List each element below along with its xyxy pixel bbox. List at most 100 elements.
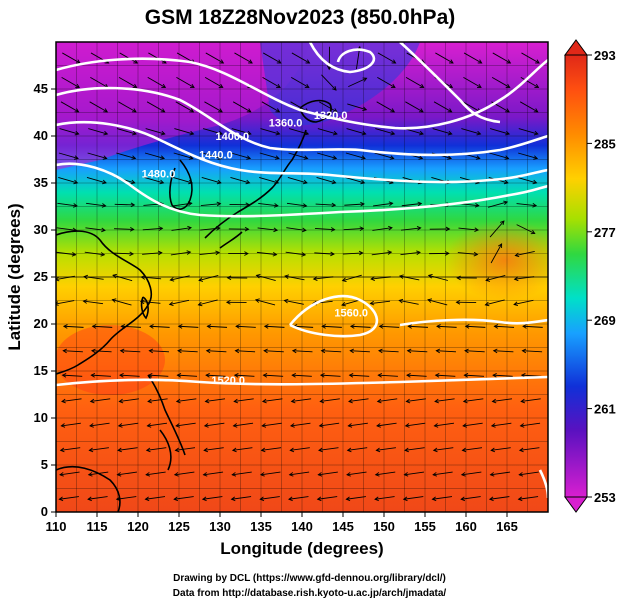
wind-arrowhead [88,447,94,453]
wind-streamline [86,177,107,184]
wind-arrowhead [346,447,352,453]
wind-arrowhead [318,423,324,428]
wind-arrowhead [291,348,297,354]
wind-streamline [290,447,310,451]
wind-streamline [112,274,133,282]
wind-arrowhead [332,86,337,91]
wind-arrowhead [73,179,79,185]
wind-streamline [114,228,134,230]
wind-streamline [289,471,310,476]
wind-arrowhead [74,130,80,136]
wind-streamline [432,496,453,500]
wind-streamline [62,374,83,377]
wind-streamline [262,398,283,402]
wind-arrowhead [460,496,466,502]
wind-arrowhead [463,373,469,378]
wind-streamline [433,101,452,113]
wind-streamline [373,202,393,207]
wind-arrowhead [103,130,109,136]
contour-label: 1360.0 [269,118,303,130]
wind-streamline [376,422,397,427]
wind-streamline [435,398,455,402]
wind-arrowhead [117,423,123,428]
wind-arrowhead [490,423,496,428]
colorbar-tick-label: 285 [594,136,616,151]
wind-arrowhead [59,472,64,477]
wind-streamline [518,128,538,135]
wind-streamline [346,128,366,135]
wind-arrowhead [493,324,499,329]
wind-arrowhead [75,83,81,88]
wind-streamline [342,252,363,255]
x-axis-ticks: 110 115 120 125 130 135 140 145 150 155 160 165 [46,512,518,534]
wind-arrowhead [103,108,109,113]
wind-streamline [86,202,106,207]
wind-streamline [256,251,277,256]
wind-streamlines [56,45,543,502]
wind-arrowhead [272,251,278,257]
wind-arrowhead [427,298,433,303]
wind-streamline [485,275,506,281]
wind-arrowhead [206,324,212,329]
wind-streamline [178,325,199,328]
wind-streamline [145,128,165,135]
wind-streamline [492,398,513,402]
wind-streamline [62,52,81,64]
wind-streamline [114,203,135,206]
wind-arrowhead [532,179,538,185]
wind-arrowhead [358,250,364,256]
wind-streamline [341,299,362,306]
wind-arrowhead [388,201,394,207]
wind-arrowhead [276,59,282,64]
wind-arrowhead [505,83,511,88]
wind-arrowhead [432,472,438,477]
colorbar: 293 285 277 269 261 253 [564,39,616,513]
wind-streamline [317,128,338,135]
wind-arrowhead [230,496,236,502]
wind-arrowhead [390,130,396,136]
wind-streamline [399,275,420,281]
wind-streamline [92,325,113,328]
wind-streamline [59,471,80,476]
wind-arrowhead [198,277,204,282]
wind-arrowhead [489,472,495,477]
wind-streamline [517,152,538,159]
wind-arrowhead [218,108,223,113]
wind-arrowhead [477,59,483,64]
wind-arrowhead [503,179,509,185]
wind-streamline [178,350,198,353]
wind-arrowhead [231,447,237,453]
wind-arrowhead [233,398,239,404]
wind-arrowhead [349,324,355,329]
wind-arrowhead [302,203,308,208]
wind-streamline [118,422,139,427]
wind-streamline [260,128,280,135]
wind-streamline [519,101,539,113]
wind-arrowhead [319,373,325,378]
wind-streamline [374,152,394,159]
wind-arrowhead [521,348,527,354]
wind-arrowhead [490,447,496,453]
wind-streamline [176,422,196,427]
wind-arrowhead [263,348,268,354]
wind-streamline [175,447,196,451]
wind-arrowhead [148,348,154,354]
wind-arrowhead [284,274,290,279]
wind-arrowhead [201,496,207,502]
wind-streamline [148,398,168,402]
wind-arrowhead [417,201,423,207]
wind-arrowhead [533,130,539,136]
wind-arrowhead [518,447,524,453]
wind-arrowhead [359,226,365,231]
contour-1520 [56,375,548,387]
wind-arrowhead [56,276,60,282]
contour-label: 1400.0 [215,131,249,143]
contour-1480 [56,162,548,218]
colorbar-labels: 293 285 277 269 261 253 [587,48,616,505]
wind-streamline [234,52,253,64]
wind-streamline [83,300,104,305]
wind-streamline [489,128,510,135]
wind-streamline [286,227,306,231]
wind-arrowhead [111,298,117,303]
taiwan [140,296,149,320]
